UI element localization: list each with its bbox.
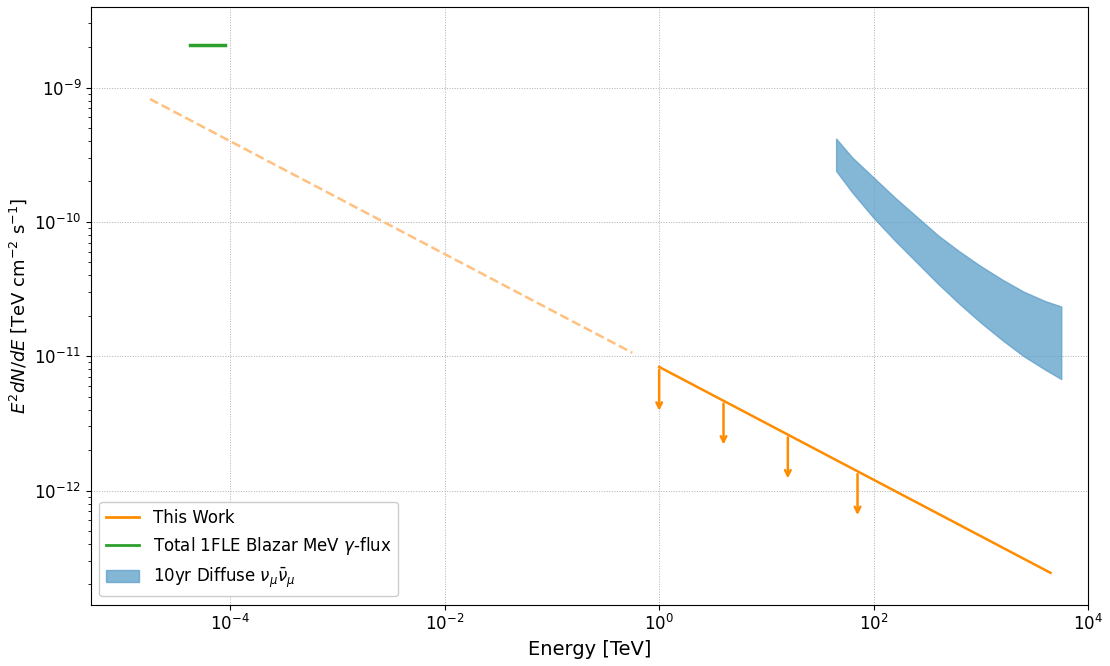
X-axis label: Energy [TeV]: Energy [TeV]: [528, 640, 652, 659]
Legend: This Work, Total 1FLE Blazar MeV $\gamma$-flux, 10yr Diffuse $\nu_{\mu}\bar{\nu}: This Work, Total 1FLE Blazar MeV $\gamma…: [99, 502, 398, 596]
Y-axis label: $E^2dN/dE$ [TeV cm$^{-2}$ s$^{-1}$]: $E^2dN/dE$ [TeV cm$^{-2}$ s$^{-1}$]: [7, 198, 29, 414]
